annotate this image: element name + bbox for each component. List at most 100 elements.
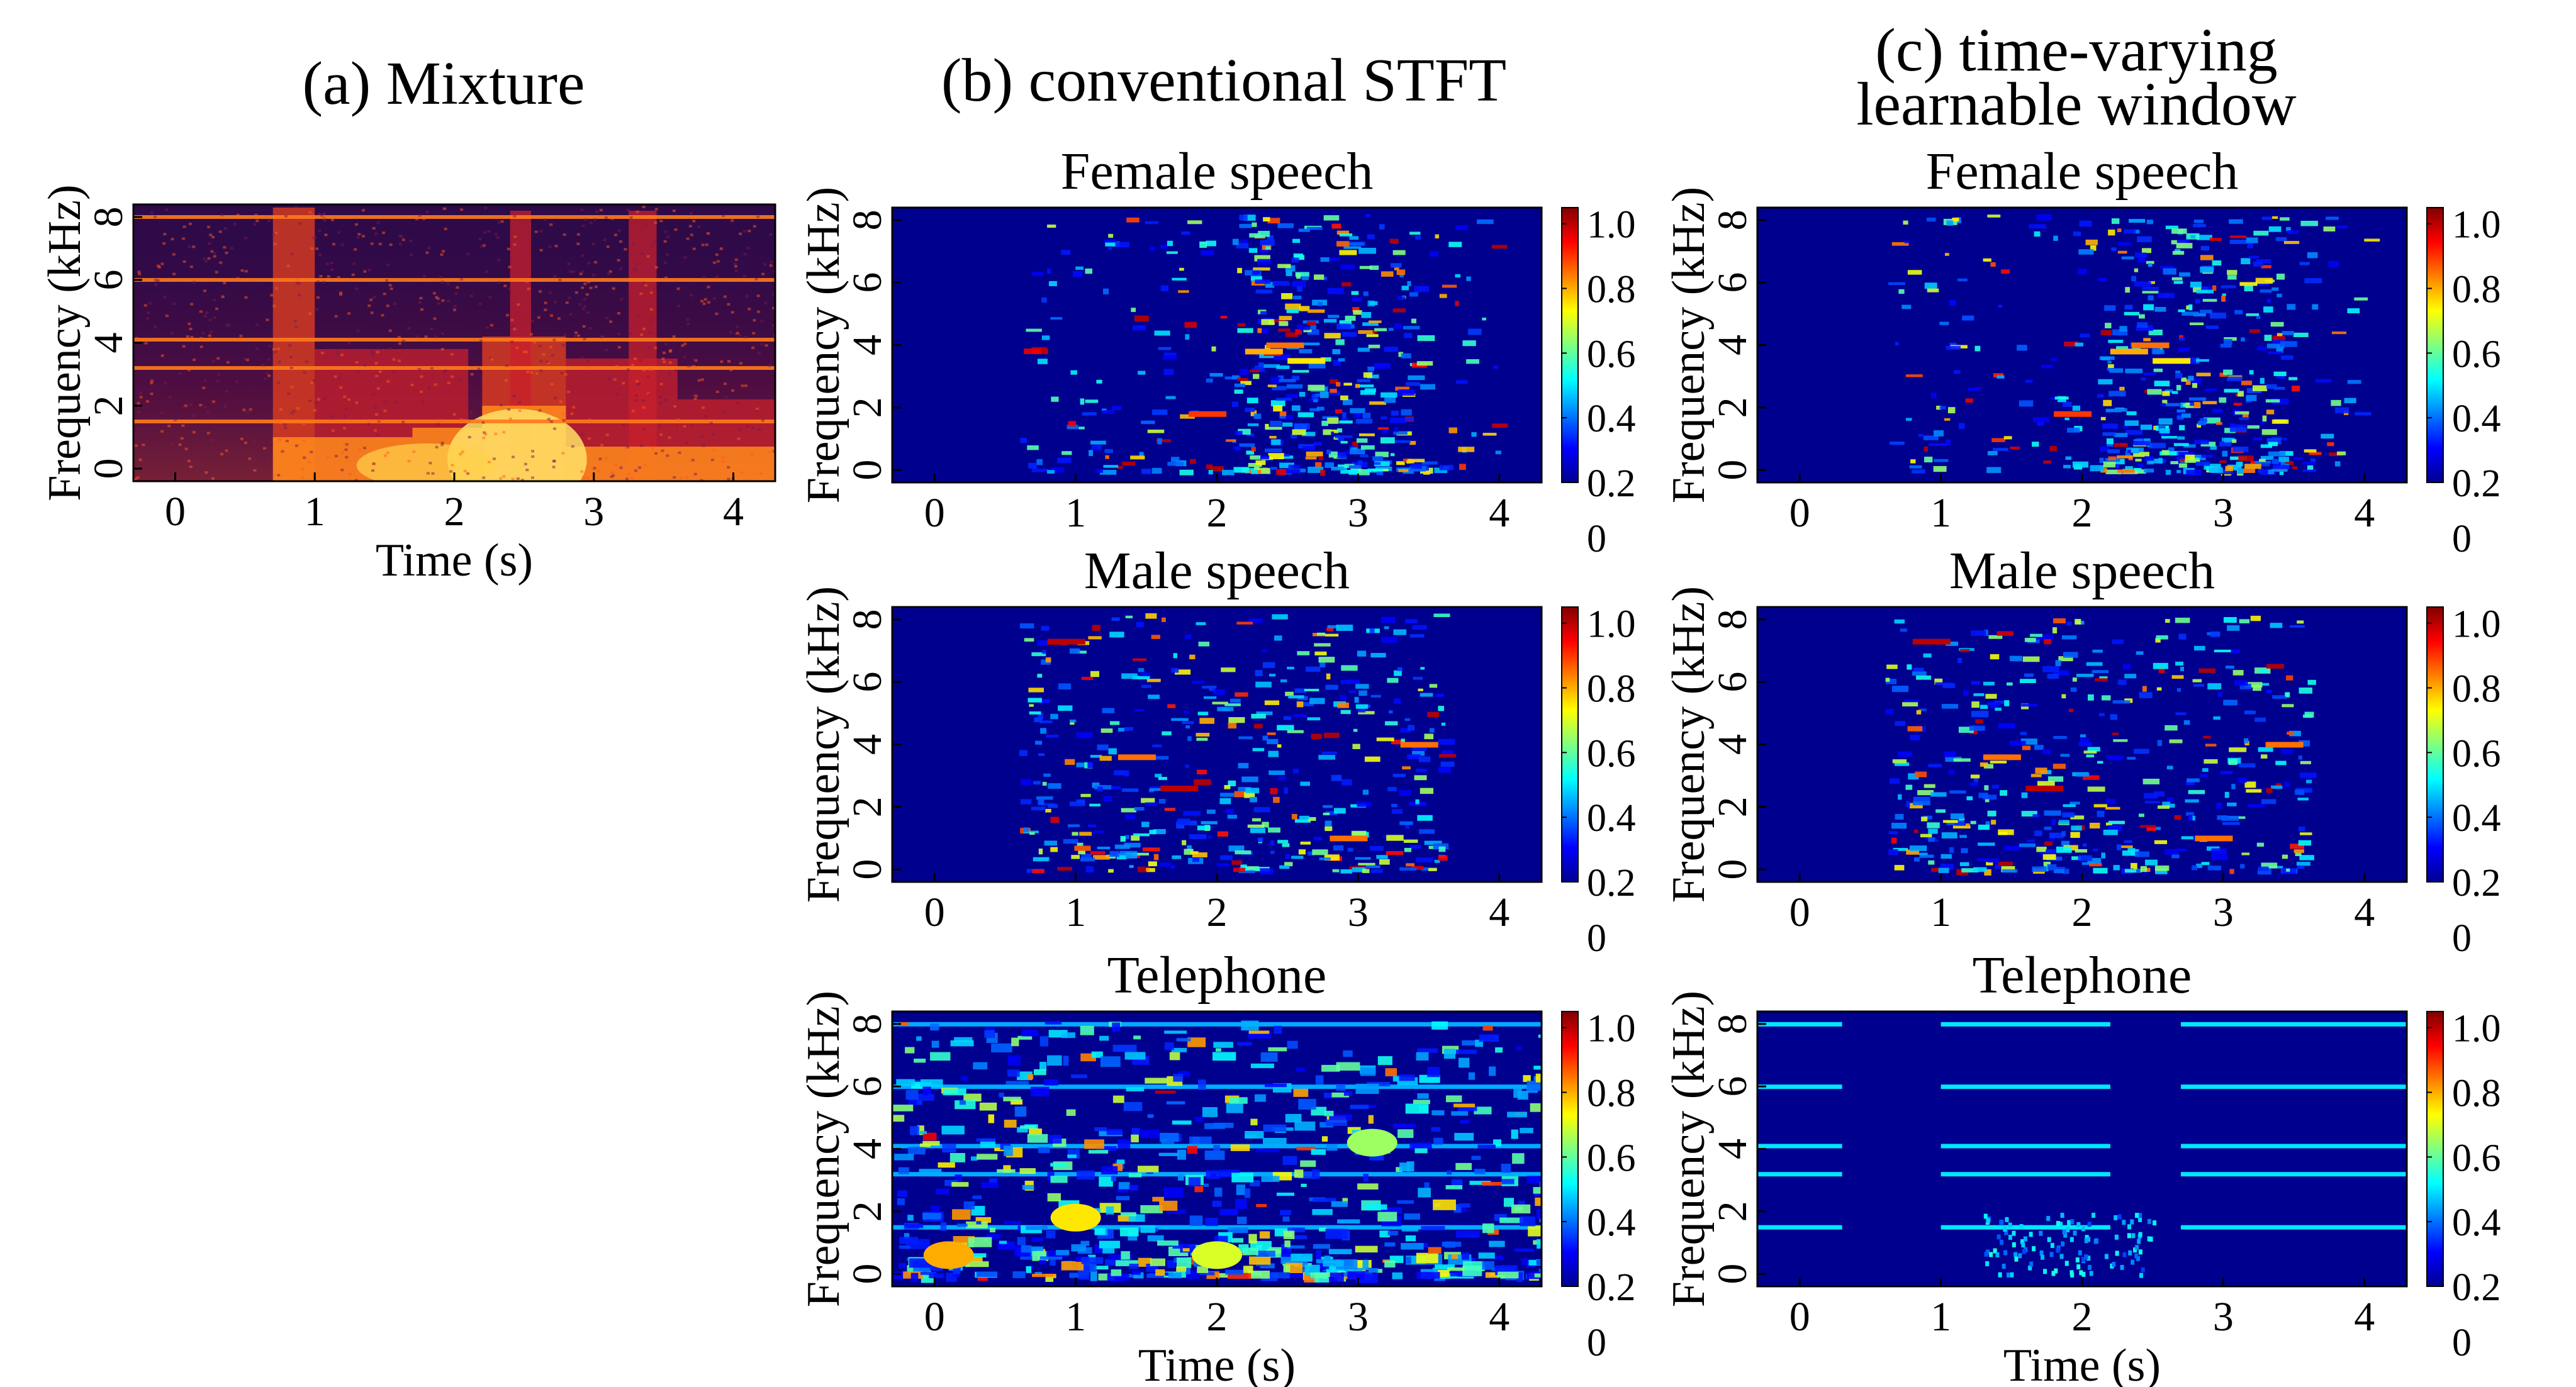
colorbar-tick-label: 0.8 [1587, 269, 1636, 311]
heatmap-c3 [1757, 1011, 2407, 1286]
x-tick-label: 2 [1207, 490, 1228, 536]
x-tick-label: 0 [1789, 1294, 1810, 1340]
colorbar-tick-label: 0.2 [1587, 862, 1636, 905]
y-tick-label: 4 [844, 734, 890, 755]
x-tick-label: 3 [1348, 490, 1369, 536]
y-axis-label: Frequency (kHz) [1663, 991, 1715, 1307]
y-tick-label: 8 [1710, 609, 1756, 630]
panel-title: Female speech [1061, 142, 1374, 201]
y-tick-label: 8 [844, 209, 890, 230]
x-tick-label: 3 [2213, 1294, 2234, 1340]
colorbar [2426, 606, 2444, 883]
y-tick-label: 8 [844, 609, 890, 630]
x-tick-label: 0 [1789, 889, 1810, 935]
column-title-c-line2: learnable window [1856, 70, 2297, 138]
y-tick-label: 6 [844, 272, 890, 293]
x-tick-label: 0 [924, 1294, 945, 1340]
colorbar-tick-label: 0 [2452, 917, 2472, 960]
x-tick-label: 3 [1348, 889, 1369, 935]
y-tick-label: 8 [1710, 209, 1756, 230]
x-tick-label: 2 [1207, 889, 1228, 935]
y-tick-label: 2 [1710, 397, 1756, 418]
colorbar-tick-label: 0.6 [1587, 1137, 1636, 1179]
colorbar-tick-label: 0.8 [1587, 668, 1636, 711]
y-tick-label: 6 [844, 1076, 890, 1097]
colorbar [2426, 1011, 2444, 1287]
x-tick-label: 2 [2072, 889, 2093, 935]
y-axis-label: Frequency (kHz) [798, 187, 849, 503]
y-tick-label: 8 [1710, 1013, 1756, 1034]
x-tick-label: 4 [723, 489, 744, 535]
x-tick-label: 1 [1065, 1294, 1086, 1340]
heatmap-b3 [892, 1011, 1542, 1286]
x-tick-label: 4 [1489, 889, 1509, 935]
colorbar-tick-label: 0.2 [1587, 1266, 1636, 1309]
colorbar-tick-label: 1.0 [1587, 1008, 1636, 1050]
colorbar [1561, 207, 1579, 483]
colorbar-tick-label: 0.2 [2452, 862, 2501, 905]
y-tick-label: 2 [1710, 1201, 1756, 1222]
colorbar-tick-label: 0 [1587, 917, 1606, 960]
x-tick-label: 3 [2213, 889, 2234, 935]
colorbar-tick-label: 1.0 [2452, 204, 2501, 247]
x-tick-label: 3 [1348, 1294, 1369, 1340]
y-tick-label: 4 [844, 1139, 890, 1159]
panel-title: Male speech [1084, 542, 1350, 600]
colorbar-tick-label: 0.4 [2452, 1201, 2501, 1244]
x-tick-label: 0 [1789, 490, 1810, 536]
x-tick-label: 2 [444, 489, 465, 535]
colorbar-tick-label: 0.6 [2452, 333, 2501, 376]
y-tick-label: 0 [844, 1264, 890, 1284]
colorbar-tick-label: 0.8 [2452, 269, 2501, 311]
y-tick-label: 2 [1710, 796, 1756, 817]
y-axis-label: Frequency (kHz) [798, 586, 849, 903]
x-tick-label: 0 [924, 889, 945, 935]
colorbar-tick-label: 1.0 [2452, 603, 2501, 646]
colorbar-tick-label: 0.4 [1587, 1201, 1636, 1244]
heatmap-b1 [892, 208, 1542, 482]
y-tick-label: 2 [844, 796, 890, 817]
y-axis-label: Frequency (kHz) [1663, 586, 1715, 903]
colorbar-tick-label: 0.2 [2452, 462, 2501, 505]
colorbar [2426, 207, 2444, 483]
y-tick-label: 0 [1710, 859, 1756, 880]
y-tick-label: 0 [1710, 460, 1756, 481]
y-tick-label: 4 [1710, 734, 1756, 755]
colorbar-tick-label: 0 [1587, 1322, 1606, 1364]
y-tick-label: 6 [86, 270, 132, 291]
colorbar-tick-label: 0.4 [2452, 797, 2501, 840]
colorbar [1561, 606, 1579, 883]
colorbar-tick-label: 0.2 [2452, 1266, 2501, 1309]
colorbar-tick-label: 1.0 [1587, 603, 1636, 646]
x-tick-label: 1 [1065, 889, 1086, 935]
x-tick-label: 2 [1207, 1294, 1228, 1340]
heatmap-c2 [1757, 607, 2407, 882]
y-tick-label: 2 [844, 1201, 890, 1222]
colorbar-tick-label: 1.0 [1587, 204, 1636, 247]
panel-title: Telephone [1973, 946, 2192, 1005]
y-tick-label: 0 [844, 859, 890, 880]
colorbar [1561, 1011, 1579, 1287]
y-tick-label: 2 [86, 396, 132, 416]
x-tick-label: 1 [1065, 490, 1086, 536]
y-tick-label: 6 [1710, 272, 1756, 293]
x-tick-label: 1 [1930, 889, 1951, 935]
y-tick-label: 8 [844, 1013, 890, 1034]
colorbar-tick-label: 0 [2452, 518, 2472, 560]
colorbar-tick-label: 0.8 [2452, 668, 2501, 711]
colorbar-tick-label: 0.6 [1587, 732, 1636, 775]
colorbar-tick-label: 0 [2452, 1322, 2472, 1364]
x-tick-label: 1 [1930, 1294, 1951, 1340]
y-axis-label: Frequency (kHz) [1663, 187, 1715, 503]
colorbar-tick-label: 0.8 [1587, 1072, 1636, 1115]
colorbar-tick-label: 0.6 [2452, 1137, 2501, 1179]
colorbar-tick-label: 0.6 [2452, 732, 2501, 775]
x-tick-label: 3 [583, 489, 604, 535]
